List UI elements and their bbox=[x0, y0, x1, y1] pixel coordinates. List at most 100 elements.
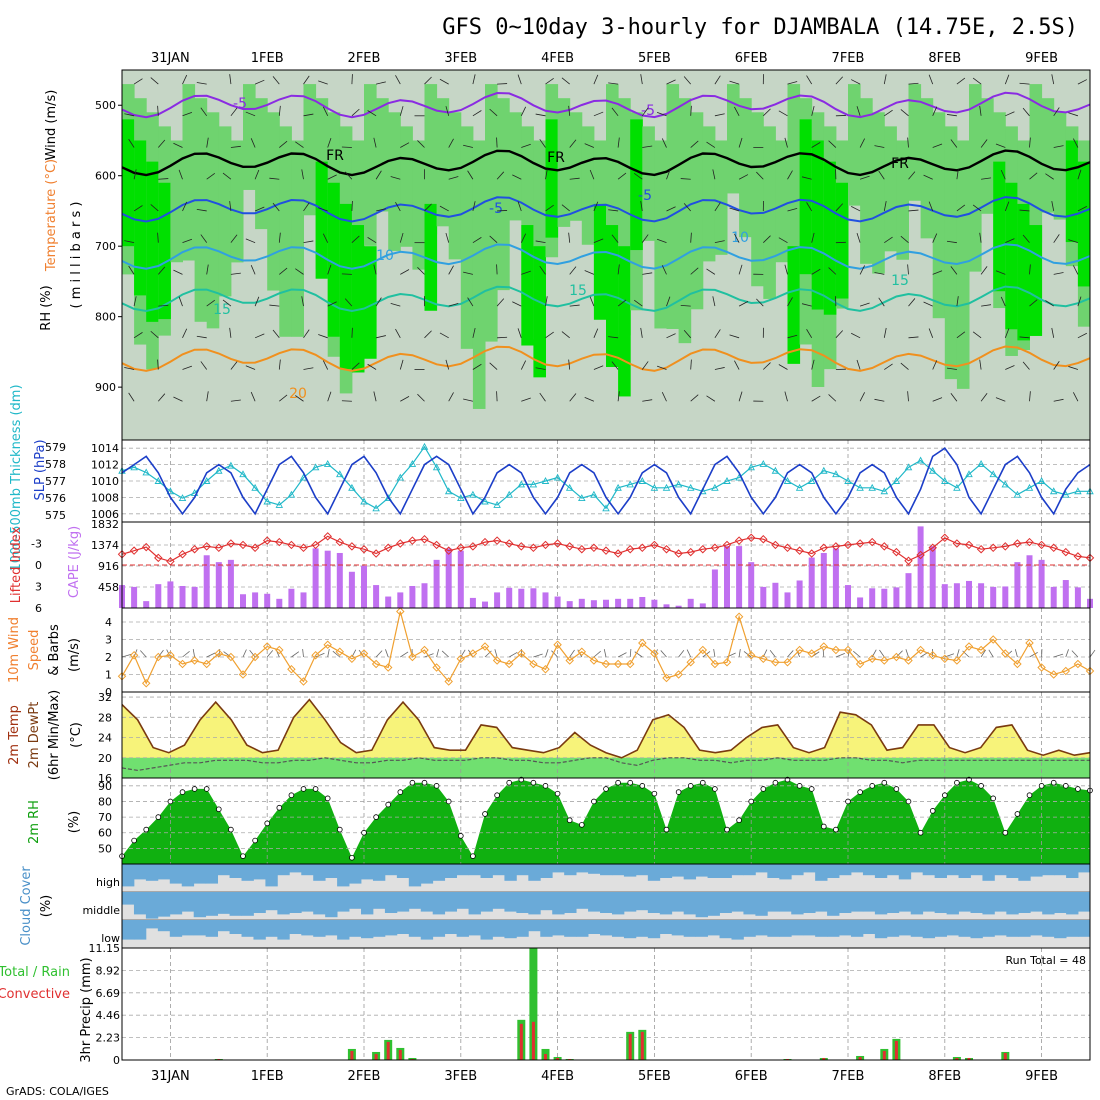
cloud-bar bbox=[145, 920, 159, 929]
cloud-bar bbox=[169, 920, 183, 937]
wind-barb bbox=[341, 400, 352, 402]
wind-barb bbox=[980, 139, 988, 148]
cloud-bar bbox=[193, 864, 207, 884]
temperature-contour bbox=[121, 196, 1091, 223]
cloud-bar bbox=[1042, 892, 1055, 915]
wind-barb bbox=[712, 169, 716, 180]
wind-speed-marker bbox=[238, 670, 248, 679]
wind-barb bbox=[303, 367, 314, 370]
thickness-marker bbox=[154, 477, 163, 484]
rh-marker bbox=[385, 801, 392, 808]
wind-speed-marker bbox=[613, 659, 623, 669]
wind-barb bbox=[787, 170, 793, 180]
wind-barb bbox=[182, 112, 193, 117]
wind-barb bbox=[497, 83, 508, 85]
wind-barb bbox=[908, 171, 916, 180]
rh-marker bbox=[361, 829, 367, 836]
cloud-bar bbox=[839, 892, 852, 913]
cape-bar bbox=[941, 584, 948, 608]
cloud-bar bbox=[934, 920, 947, 937]
wind-barb bbox=[303, 113, 314, 117]
rh-marker bbox=[530, 779, 537, 786]
surface-wind-barb bbox=[896, 650, 903, 658]
cloud-bar bbox=[253, 892, 266, 913]
wind-barb bbox=[229, 327, 232, 338]
cloud-bar bbox=[229, 864, 242, 878]
wind-barb bbox=[279, 394, 288, 402]
cape-bar bbox=[917, 526, 924, 608]
wind-barb bbox=[1019, 209, 1030, 212]
cloud-bar bbox=[217, 864, 230, 876]
cloud-bar bbox=[671, 920, 685, 936]
cloud-bar bbox=[671, 864, 685, 877]
wind-barb bbox=[200, 361, 208, 370]
surface-wind-barb bbox=[1029, 652, 1038, 658]
cloud-bar bbox=[372, 892, 386, 909]
wind-barb bbox=[245, 365, 256, 370]
cloud-bar bbox=[349, 892, 362, 909]
wind-barb bbox=[157, 232, 159, 243]
cloud-bar bbox=[408, 892, 422, 909]
cloud-bar bbox=[504, 892, 517, 912]
cloud-bar bbox=[862, 864, 876, 876]
cloud-bar bbox=[1018, 864, 1031, 881]
cloud-bar bbox=[122, 892, 135, 905]
lifted-index-marker bbox=[1085, 553, 1095, 563]
rh-marker bbox=[421, 779, 428, 786]
rh-marker bbox=[457, 833, 464, 839]
lifted-index-marker bbox=[783, 543, 792, 553]
wind-barb bbox=[666, 333, 676, 339]
wind-barb bbox=[763, 362, 771, 370]
lifted-index-marker bbox=[323, 532, 332, 541]
rh-marker bbox=[712, 786, 718, 792]
precip-convective-bar bbox=[398, 1049, 402, 1060]
wind-barb bbox=[569, 393, 577, 402]
thickness-marker bbox=[420, 442, 429, 450]
wind-barb bbox=[472, 237, 482, 244]
lifted-index-marker bbox=[275, 537, 284, 547]
cloud-bar bbox=[1030, 892, 1043, 912]
rh-band bbox=[569, 112, 583, 221]
wind-barb bbox=[497, 336, 508, 339]
cloud-bar bbox=[480, 920, 493, 940]
rh-band bbox=[944, 126, 958, 380]
cape-bar bbox=[433, 559, 440, 608]
temp-tick-label: 24 bbox=[98, 732, 112, 745]
wind-barb bbox=[956, 204, 966, 212]
precip-axis-title: 3hr Precip (mm) bbox=[79, 957, 94, 1062]
contour-labels: -5 -5 FR FR FR -5 -5 10 10 15 15 15 20 bbox=[213, 96, 909, 402]
wind-barb bbox=[738, 301, 749, 307]
cape-bar bbox=[953, 583, 960, 608]
lifted-index-marker bbox=[710, 543, 720, 553]
wind-speed-marker bbox=[129, 651, 139, 660]
surface-wind-barb bbox=[617, 652, 627, 658]
rh-band bbox=[896, 140, 909, 260]
wind-barb bbox=[157, 359, 159, 370]
wind-speed-marker bbox=[964, 642, 974, 651]
wind-barb bbox=[399, 106, 404, 116]
cloud-bar bbox=[564, 892, 577, 913]
wind-barb bbox=[467, 170, 474, 180]
wind-barb bbox=[512, 174, 522, 180]
thickness-marker bbox=[844, 477, 852, 484]
lifted-index-marker bbox=[795, 546, 804, 555]
thickness-tick-label: 577 bbox=[45, 475, 66, 488]
cloud-bar bbox=[480, 864, 493, 878]
wind-barb bbox=[950, 393, 958, 402]
cape-bar bbox=[820, 552, 827, 608]
wind-speed-marker bbox=[880, 656, 889, 665]
wind-speed-marker bbox=[916, 645, 925, 655]
contour-label: 15 bbox=[213, 302, 231, 318]
lifted-index-marker bbox=[178, 550, 187, 559]
rh-marker bbox=[857, 789, 863, 795]
contour-label: -5 bbox=[233, 96, 247, 112]
rh-marker bbox=[1075, 786, 1081, 792]
wind-barb bbox=[569, 266, 577, 275]
cape-bar bbox=[264, 593, 271, 608]
wind-barb bbox=[859, 302, 870, 307]
wind-barb bbox=[569, 177, 580, 180]
rh-axis-title: RH (%) bbox=[39, 285, 54, 330]
cloud-bar bbox=[408, 920, 422, 937]
slp-tick-label: 1006 bbox=[91, 508, 119, 521]
rh-marker bbox=[445, 798, 452, 805]
